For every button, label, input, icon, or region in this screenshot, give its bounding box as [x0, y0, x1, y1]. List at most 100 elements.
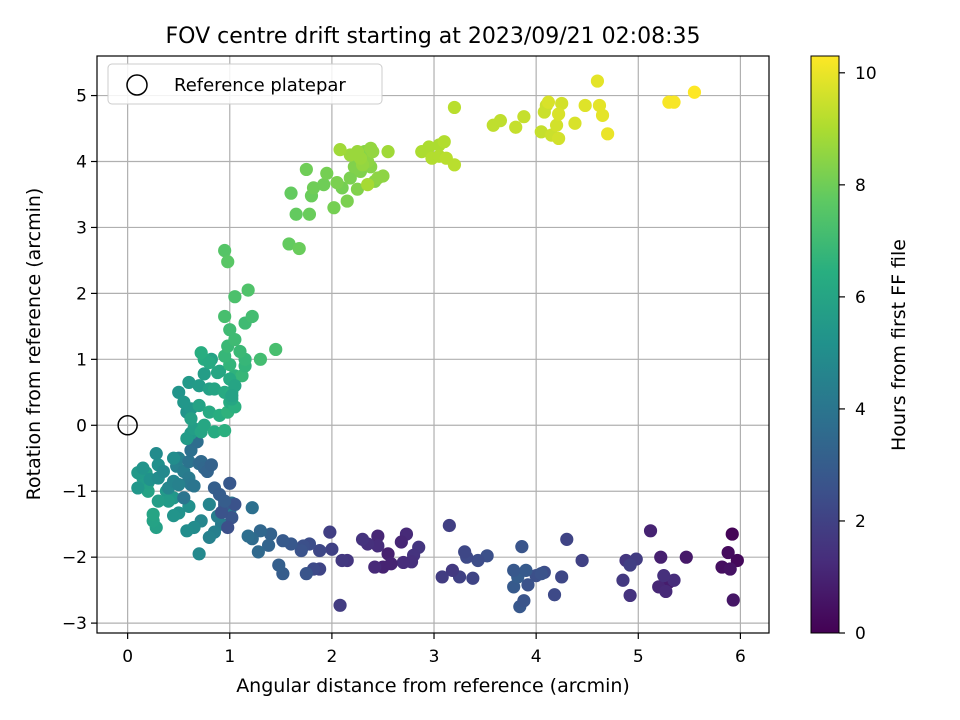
- data-point: [192, 547, 206, 561]
- data-point: [623, 588, 637, 603]
- colorbar-tick-label: 6: [855, 288, 866, 308]
- data-point: [166, 451, 181, 465]
- data-point: [202, 530, 216, 544]
- data-point: [667, 95, 681, 109]
- reference-platepar-marker: [117, 415, 138, 436]
- data-point: [723, 562, 737, 576]
- data-point: [726, 593, 740, 607]
- data-point: [210, 365, 225, 380]
- data-point: [214, 505, 229, 519]
- x-tick-label: 2: [326, 647, 337, 667]
- data-point: [493, 114, 508, 128]
- x-tick-label: 5: [633, 647, 644, 667]
- data-point: [269, 342, 283, 357]
- data-point: [422, 140, 436, 154]
- data-point: [507, 563, 521, 577]
- data-point: [623, 558, 637, 572]
- colorbar-tick-label: 2: [855, 512, 866, 532]
- colorbar-label: Hours from first FF file: [888, 239, 910, 451]
- data-point: [218, 423, 232, 438]
- data-point: [253, 352, 268, 366]
- data-point: [228, 290, 242, 304]
- data-point: [560, 532, 574, 546]
- data-point: [547, 588, 562, 602]
- data-point: [204, 458, 218, 472]
- y-tick-label: 5: [76, 87, 87, 107]
- legend-label: Reference platepar: [174, 75, 346, 96]
- data-point: [447, 158, 462, 172]
- data-point: [161, 494, 176, 508]
- data-point: [302, 207, 317, 221]
- data-point: [292, 241, 306, 256]
- y-tick-label: −2: [62, 548, 87, 568]
- legend-marker-icon: [126, 74, 148, 96]
- data-point: [218, 494, 232, 508]
- data-point: [519, 563, 533, 577]
- legend: Reference platepar: [107, 63, 383, 105]
- data-point: [659, 584, 673, 599]
- data-point: [261, 538, 276, 552]
- data-point: [458, 545, 472, 559]
- data-point: [366, 145, 380, 159]
- data-point: [654, 550, 668, 564]
- data-point: [192, 379, 206, 393]
- data-point: [616, 573, 630, 587]
- data-point: [207, 382, 222, 396]
- data-point: [218, 309, 232, 324]
- data-point: [552, 107, 566, 121]
- data-point: [517, 110, 531, 124]
- data-point: [340, 194, 354, 208]
- data-point: [330, 176, 344, 190]
- y-tick-label: 0: [76, 416, 87, 436]
- data-point: [251, 545, 265, 559]
- data-point: [294, 543, 308, 558]
- data-point: [180, 524, 194, 538]
- data-point: [245, 309, 259, 324]
- data-point: [202, 497, 216, 512]
- data-point: [435, 570, 449, 584]
- data-point: [272, 558, 286, 572]
- legend-box: [107, 63, 383, 105]
- data-point: [177, 491, 191, 505]
- data-point: [361, 177, 375, 192]
- data-point: [276, 534, 290, 548]
- data-point: [568, 116, 582, 130]
- x-tick-label: 1: [224, 647, 235, 667]
- colorbar: [810, 55, 840, 634]
- data-point: [442, 518, 456, 533]
- data-point: [549, 118, 564, 132]
- data-point: [343, 171, 357, 185]
- data-point: [575, 553, 589, 568]
- data-point: [384, 557, 398, 571]
- x-axis-label: Angular distance from reference (arcmin): [236, 675, 630, 697]
- data-point: [282, 237, 296, 251]
- data-point: [182, 375, 196, 390]
- data-point: [355, 532, 370, 546]
- data-point: [228, 497, 242, 512]
- data-point: [197, 418, 211, 432]
- data-point: [187, 479, 201, 493]
- data-point: [264, 527, 278, 541]
- chart-title: FOV centre drift starting at 2023/09/21 …: [166, 24, 701, 49]
- data-point: [223, 476, 237, 490]
- data-point: [534, 567, 548, 581]
- data-point: [595, 108, 610, 122]
- data-point: [225, 510, 239, 525]
- data-point: [151, 494, 165, 508]
- data-point: [534, 125, 548, 139]
- data-point: [182, 454, 196, 469]
- y-tick-label: −3: [62, 614, 87, 634]
- data-point: [149, 447, 163, 461]
- colorbar-ticks: 0 2 4 6 8 10: [839, 64, 877, 644]
- data-point: [177, 395, 191, 409]
- data-point: [521, 578, 535, 592]
- data-point: [223, 323, 237, 337]
- data-point: [299, 567, 313, 581]
- data-point: [323, 525, 337, 539]
- data-point: [146, 507, 160, 521]
- y-axis-label: Rotation from reference (arcmin): [23, 188, 45, 501]
- x-tick-label: 0: [122, 647, 133, 667]
- y-tick-label: 2: [76, 284, 87, 304]
- data-point: [289, 207, 303, 221]
- data-point: [228, 332, 242, 347]
